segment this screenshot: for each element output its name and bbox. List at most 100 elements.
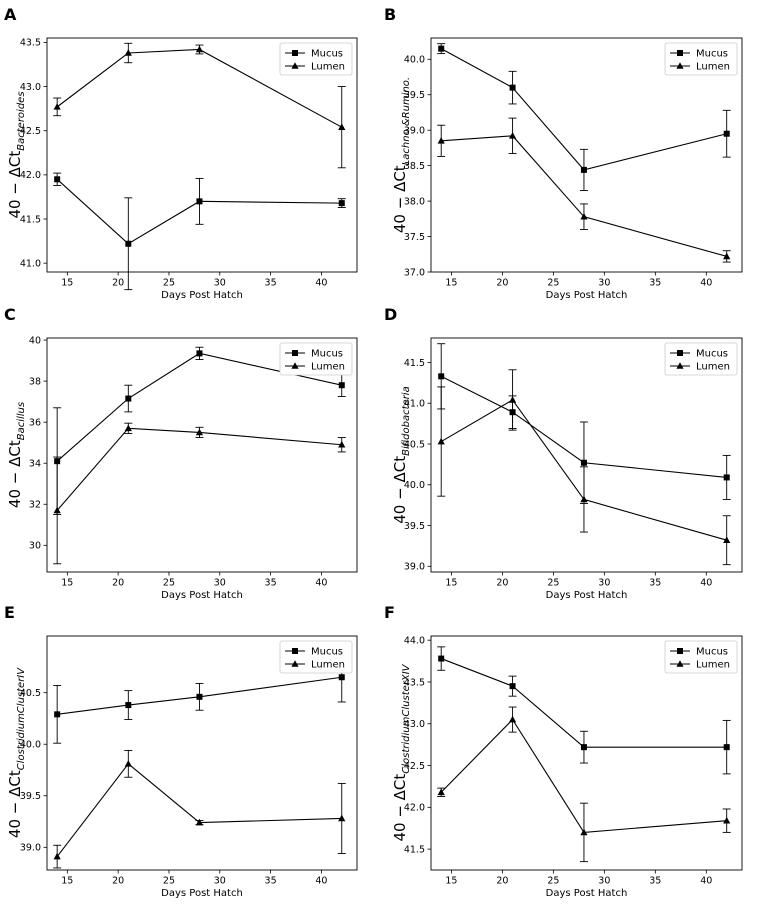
legend-marker-square <box>292 648 298 654</box>
series-line-lumen <box>56 48 343 128</box>
x-axis-label: Days Post Hatch <box>161 888 243 899</box>
x-tick-label: 40 <box>315 278 327 289</box>
legend: Mucus Lumen <box>664 640 738 674</box>
y-tick-label: 38.0 <box>404 196 425 207</box>
y-tick-label: 34 <box>29 459 41 470</box>
x-tick-label: 35 <box>265 578 277 589</box>
legend-label: Lumen <box>696 660 730 671</box>
series-lumen <box>437 369 731 566</box>
x-tick-label: 30 <box>214 876 226 887</box>
data-point-triangle <box>508 132 517 139</box>
data-point-triangle <box>580 212 588 220</box>
series-line-mucus <box>440 375 727 478</box>
data-point-square <box>723 744 730 751</box>
data-point-triangle <box>124 49 132 56</box>
data-point-square <box>438 655 445 662</box>
legend-label: Lumen <box>311 62 345 73</box>
x-tick-label: 40 <box>315 578 327 589</box>
axes-frame <box>430 37 743 273</box>
panel-a: A 15 20 25 30 35 40 41.0 41.5 42.0 42.5 43.0 43.5 Day… <box>4 5 358 301</box>
data-point-triangle <box>437 788 445 796</box>
series-line-mucus <box>440 48 727 171</box>
panel-f: F 15 20 25 30 35 40 41.5 42.0 42.5 43.0 43.5 44.0 Day… <box>384 603 743 899</box>
data-point-triangle <box>580 828 588 836</box>
y-tick-label: 37.5 <box>404 232 425 243</box>
y-tick-label: 44.0 <box>404 635 425 646</box>
y-tick-label: 43.5 <box>20 38 41 49</box>
data-point-square <box>438 45 445 52</box>
y-tick-label: 39.5 <box>404 521 425 532</box>
data-point-triangle <box>195 45 204 53</box>
series-line-mucus <box>56 352 342 462</box>
panel-letter: F <box>384 603 395 622</box>
data-point-square <box>125 702 132 709</box>
y-axis-label: 40 − ΔCtClostridiumClusterXIV <box>391 663 412 841</box>
x-tick-label: 35 <box>649 578 661 589</box>
x-tick-label: 15 <box>61 278 73 289</box>
x-tick-label: 20 <box>112 578 124 589</box>
x-tick-label: 25 <box>547 578 559 589</box>
y-tick-label: 41.0 <box>404 399 425 410</box>
y-axis-label: 40 − ΔCtClostridiumClusterIV <box>6 667 27 838</box>
legend-marker-triangle <box>291 362 299 369</box>
panel-letter: D <box>384 305 397 324</box>
data-point-square <box>54 176 61 183</box>
data-point-square <box>580 166 587 173</box>
x-tick-label: 40 <box>700 578 712 589</box>
data-point-triangle <box>723 816 731 824</box>
data-point-triangle <box>53 103 61 110</box>
y-tick-label: 43.5 <box>404 677 425 688</box>
legend-label: Lumen <box>311 660 345 671</box>
legend-marker-square <box>292 50 298 56</box>
axes-frame <box>46 635 358 871</box>
data-point-square <box>438 373 445 380</box>
x-tick-label: 25 <box>163 876 175 887</box>
series-mucus <box>437 43 731 191</box>
x-tick-label: 35 <box>649 278 661 289</box>
legend: Mucus Lumen <box>279 640 353 674</box>
data-point-triangle <box>53 506 61 514</box>
x-tick-label: 15 <box>445 278 457 289</box>
y-axis-label: 40 − ΔCtLachno.&Rumino. <box>391 77 412 233</box>
y-tick-label: 39.5 <box>404 90 425 101</box>
x-tick-label: 15 <box>61 876 73 887</box>
x-axis-label: Days Post Hatch <box>546 290 628 301</box>
data-point-square <box>54 711 61 718</box>
legend-label: Mucus <box>696 647 728 658</box>
x-tick-label: 40 <box>315 876 327 887</box>
legend-marker-square <box>292 350 298 356</box>
panel-d: D 15 20 25 30 35 40 39.0 39.5 40.0 40.5 41.0 41.5 Day… <box>384 305 743 601</box>
panel-b: B 15 20 25 30 35 40 37.0 37.5 38.0 38.5 39.0 39.5 40.… <box>384 5 743 301</box>
x-tick-label: 15 <box>445 578 457 589</box>
legend-label: Mucus <box>311 49 343 60</box>
legend-marker-square <box>677 350 683 356</box>
y-tick-label: 38.5 <box>404 161 425 172</box>
x-tick-label: 15 <box>61 578 73 589</box>
series-mucus <box>53 172 346 291</box>
y-tick-label: 37.0 <box>404 267 425 278</box>
y-tick-label: 39.0 <box>404 125 425 136</box>
y-tick-label: 40.0 <box>20 740 41 751</box>
y-tick-label: 39.5 <box>20 791 41 802</box>
x-tick-label: 35 <box>265 876 277 887</box>
y-tick-label: 41.5 <box>404 844 425 855</box>
x-tick-label: 20 <box>496 578 508 589</box>
data-point-square <box>338 674 345 681</box>
panel-letter: E <box>4 603 15 622</box>
data-point-square <box>723 130 730 137</box>
x-tick-label: 25 <box>163 578 175 589</box>
series-lumen <box>53 422 346 565</box>
y-tick-label: 41.0 <box>20 258 41 269</box>
x-axis-label: Days Post Hatch <box>161 290 243 301</box>
data-point-square <box>196 350 203 357</box>
series-line-mucus <box>440 658 727 748</box>
x-tick-label: 30 <box>598 876 610 887</box>
x-tick-label: 30 <box>598 278 610 289</box>
y-tick-label: 39.0 <box>404 562 425 573</box>
y-axis-label: 40 − ΔCtBifidobacteria <box>391 386 412 523</box>
x-tick-label: 30 <box>214 578 226 589</box>
panel-letter: B <box>384 5 396 24</box>
data-point-triangle <box>124 760 132 767</box>
legend-label: Mucus <box>311 647 343 658</box>
data-point-triangle <box>437 137 445 144</box>
